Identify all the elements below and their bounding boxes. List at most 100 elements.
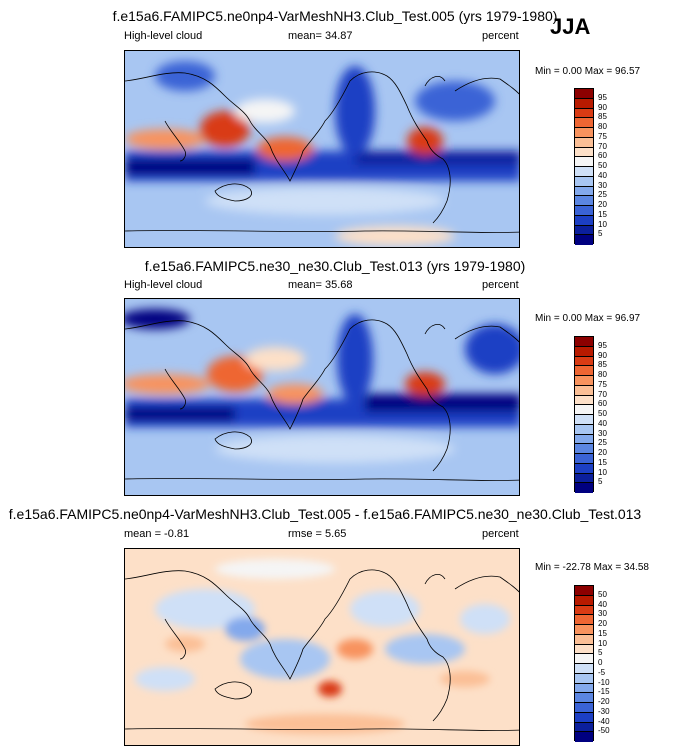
colorbar-tick-label: 10 <box>598 467 607 477</box>
colorbar-segment <box>575 732 593 742</box>
colorbar-tick-label: 40 <box>598 170 607 180</box>
colorbar-segment <box>575 89 593 99</box>
panel-1-variable-label: High-level cloud <box>124 30 203 42</box>
colorbar-tick-label: 25 <box>598 438 607 448</box>
colorbar-tick-label: -5 <box>598 667 606 677</box>
colorbar-tick-label: 95 <box>598 92 607 102</box>
panel-2-units: percent <box>482 279 519 291</box>
panel-2-colorbar <box>574 336 594 493</box>
colorbar-tick-label: 50 <box>598 409 607 418</box>
colorbar-tick-label: 80 <box>598 122 607 131</box>
colorbar-tick-label: 60 <box>598 399 607 409</box>
panel-1-units: percent <box>482 30 519 42</box>
colorbar-segment <box>575 473 593 484</box>
colorbar-segment <box>575 137 593 148</box>
colorbar-tick-label: 0 <box>598 658 603 667</box>
colorbar-segment <box>575 722 593 733</box>
colorbar-tick-label: 95 <box>598 340 607 350</box>
colorbar-tick-label: 30 <box>598 428 607 438</box>
colorbar-tick-label: 5 <box>598 477 603 487</box>
colorbar-tick-label: 5 <box>598 229 603 239</box>
panel-3-rmse: rmse = 5.65 <box>288 528 347 540</box>
panel-2-mean: mean= 35.68 <box>288 279 353 291</box>
panel-3-map <box>124 548 520 746</box>
colorbar-tick-label: 50 <box>598 589 607 599</box>
colorbar-segment <box>575 683 593 694</box>
panel-3-units: percent <box>482 528 519 540</box>
colorbar-tick-label: 25 <box>598 190 607 200</box>
panel-1-title: f.e15a6.FAMIPC5.ne0np4-VarMeshNH3.Club_T… <box>112 8 558 24</box>
colorbar-segment <box>575 595 593 606</box>
panel-2-variable-label: High-level cloud <box>124 279 203 291</box>
colorbar-tick-label: 40 <box>598 418 607 428</box>
colorbar-segment <box>575 644 593 655</box>
colorbar-segment <box>575 415 593 425</box>
colorbar-tick-label: 15 <box>598 209 607 219</box>
colorbar-tick-label: 30 <box>598 609 607 619</box>
colorbar-segment <box>575 366 593 376</box>
colorbar-segment <box>575 625 593 635</box>
colorbar-tick-label: -30 <box>598 706 610 716</box>
colorbar-segment <box>575 356 593 367</box>
colorbar-segment <box>575 444 593 454</box>
panel-3-colorbar <box>574 585 594 742</box>
colorbar-segment <box>575 128 593 138</box>
colorbar-tick-label: 70 <box>598 389 607 399</box>
colorbar-segment <box>575 235 593 245</box>
colorbar-segment <box>575 405 593 415</box>
colorbar-segment <box>575 376 593 386</box>
colorbar-segment <box>575 664 593 674</box>
panel-1-mean: mean= 34.87 <box>288 30 353 42</box>
colorbar-tick-label: 20 <box>598 448 607 457</box>
colorbar-tick-label: -20 <box>598 697 610 706</box>
colorbar-segment <box>575 118 593 128</box>
colorbar-segment <box>575 157 593 167</box>
colorbar-segment <box>575 98 593 109</box>
colorbar-segment <box>575 434 593 445</box>
colorbar-tick-label: 20 <box>598 200 607 209</box>
colorbar-segment <box>575 634 593 645</box>
colorbar-segment <box>575 712 593 723</box>
colorbar-tick-label: -40 <box>598 716 610 726</box>
colorbar-tick-label: 80 <box>598 370 607 379</box>
colorbar-segment <box>575 206 593 216</box>
colorbar-segment <box>575 703 593 713</box>
colorbar-tick-label: 90 <box>598 350 607 360</box>
panel-3-title: f.e15a6.FAMIPC5.ne0np4-VarMeshNH3.Club_T… <box>8 506 642 522</box>
panel-3-minmax: Min = -22.78 Max = 34.58 <box>535 562 649 573</box>
colorbar-tick-label: 75 <box>598 379 607 389</box>
colorbar-tick-label: 50 <box>598 161 607 170</box>
colorbar-tick-label: -50 <box>598 726 610 736</box>
colorbar-tick-label: 90 <box>598 102 607 112</box>
panel-2-title: f.e15a6.FAMIPC5.ne30_ne30.Club_Test.013 … <box>144 258 526 274</box>
colorbar-segment <box>575 346 593 357</box>
colorbar-segment <box>575 605 593 616</box>
colorbar-segment <box>575 385 593 396</box>
colorbar-tick-label: 30 <box>598 180 607 190</box>
season-label: JJA <box>550 14 591 39</box>
colorbar-segment <box>575 463 593 474</box>
colorbar-segment <box>575 693 593 703</box>
colorbar-segment <box>575 586 593 596</box>
colorbar-tick-label: 15 <box>598 457 607 467</box>
colorbar-tick-label: 85 <box>598 360 607 370</box>
panel-3-mean: mean = -0.81 <box>124 528 190 540</box>
colorbar-tick-label: 20 <box>598 619 607 628</box>
colorbar-segment <box>575 337 593 347</box>
colorbar-segment <box>575 215 593 226</box>
colorbar-tick-label: 75 <box>598 131 607 141</box>
colorbar-tick-label: 10 <box>598 219 607 229</box>
colorbar-segment <box>575 186 593 197</box>
colorbar-tick-label: 40 <box>598 599 607 609</box>
colorbar-segment <box>575 108 593 119</box>
colorbar-tick-label: 60 <box>598 151 607 161</box>
colorbar-segment <box>575 454 593 464</box>
colorbar-segment <box>575 483 593 493</box>
colorbar-segment <box>575 424 593 435</box>
colorbar-tick-label: 5 <box>598 648 603 658</box>
colorbar-tick-label: 15 <box>598 628 607 638</box>
colorbar-tick-label: 85 <box>598 112 607 122</box>
colorbar-tick-label: 10 <box>598 638 607 648</box>
panel-2-minmax: Min = 0.00 Max = 96.97 <box>535 313 641 324</box>
panel-2-map <box>124 298 520 496</box>
